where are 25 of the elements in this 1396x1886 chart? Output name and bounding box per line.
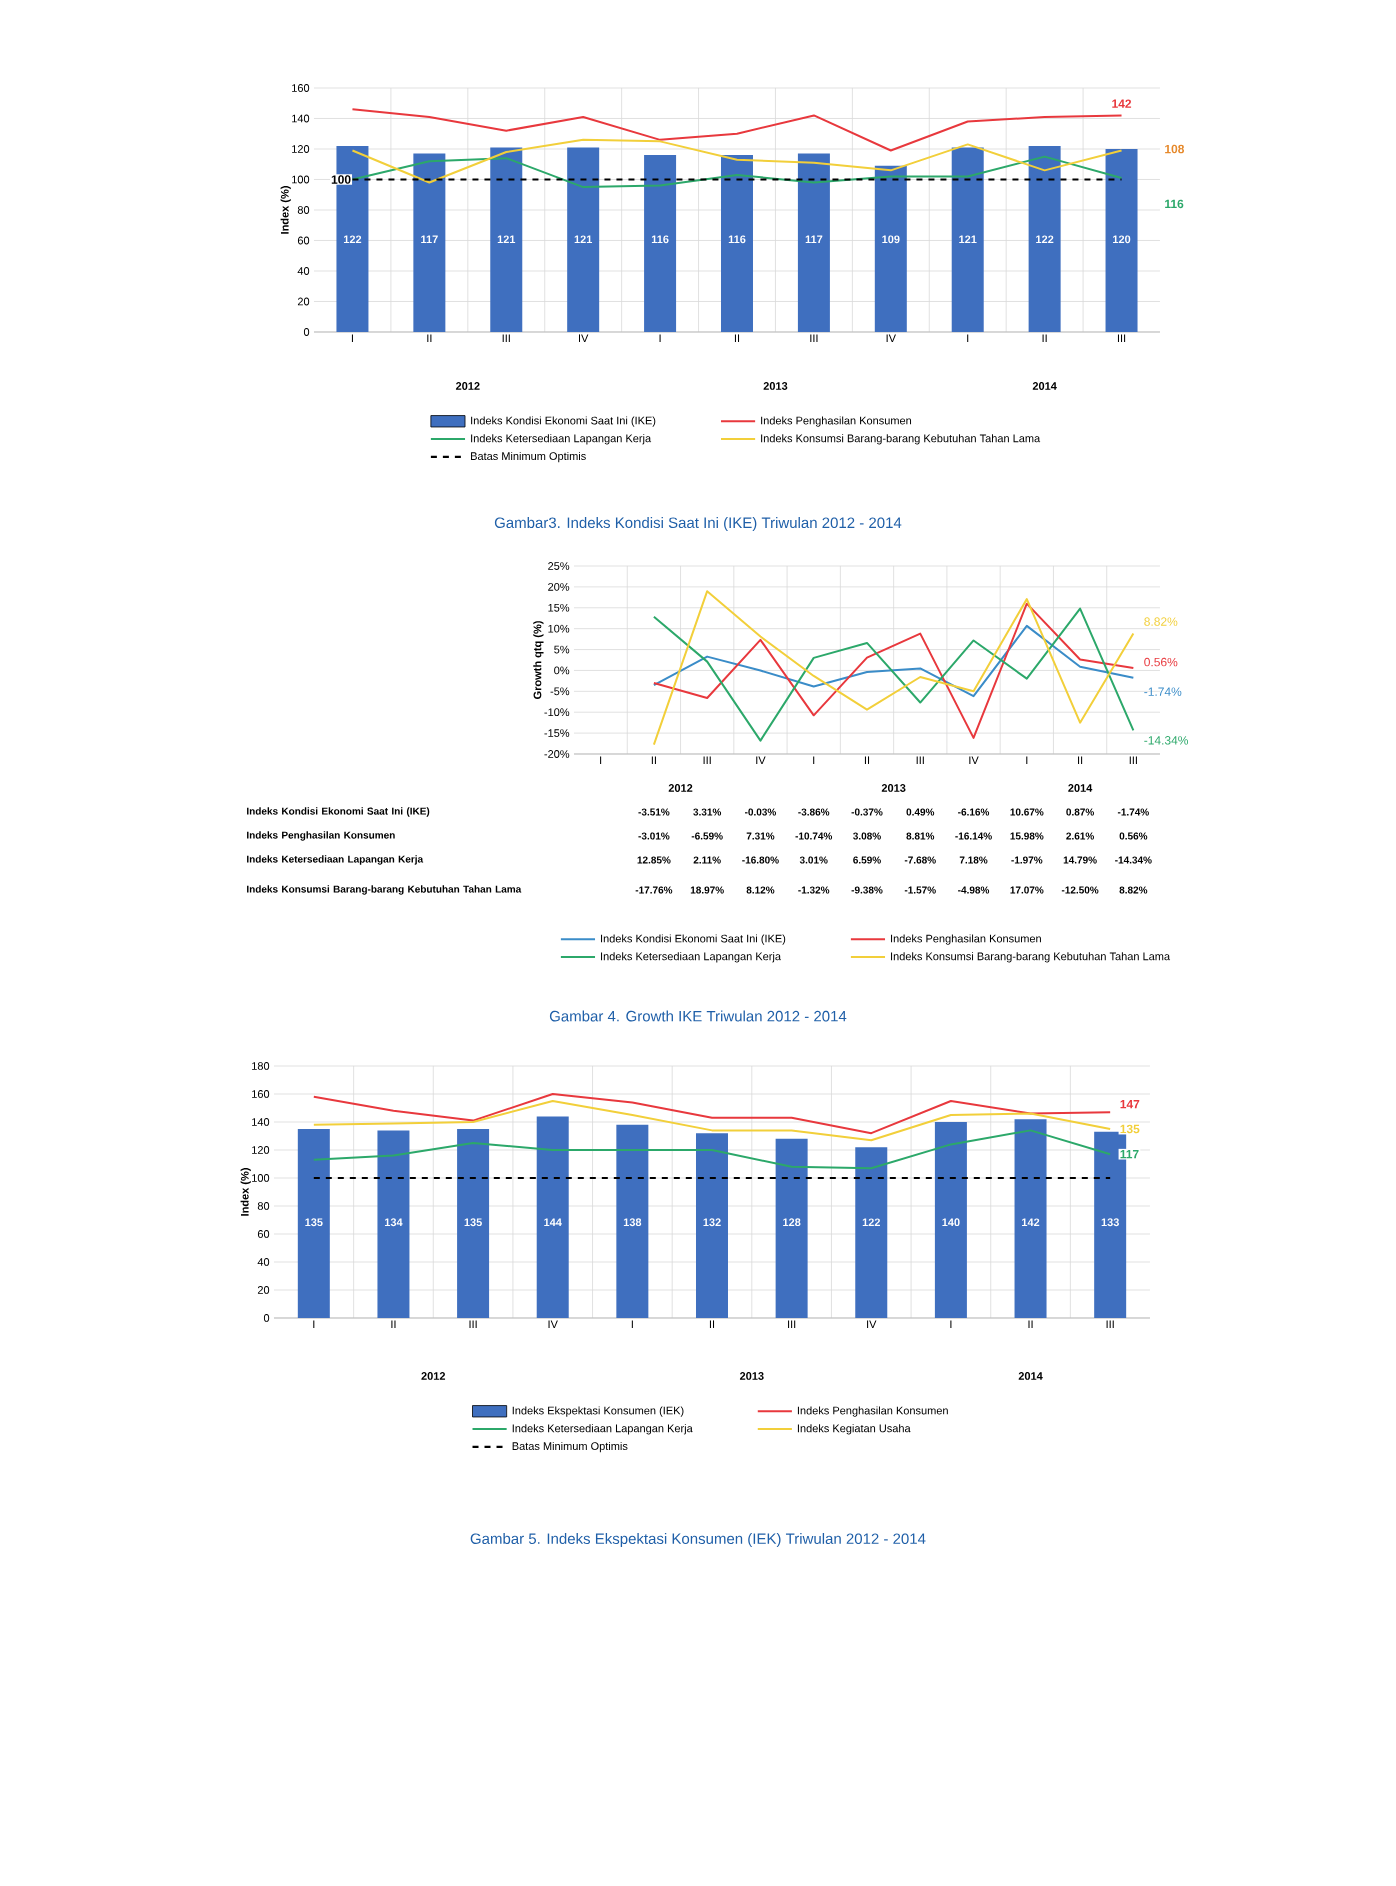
bar xyxy=(457,1128,490,1318)
bar xyxy=(797,153,830,332)
bar xyxy=(1014,1119,1047,1318)
bar xyxy=(644,155,677,332)
line-series xyxy=(312,1099,1112,1142)
bar xyxy=(951,147,984,332)
bar xyxy=(775,1138,808,1318)
bar xyxy=(695,1133,728,1318)
bar xyxy=(536,1116,569,1318)
bar xyxy=(490,147,523,332)
line-series xyxy=(312,1093,1112,1135)
bar xyxy=(855,1147,888,1318)
bar xyxy=(377,1130,410,1318)
bar xyxy=(874,165,907,332)
line-series xyxy=(351,138,1123,184)
bar xyxy=(1105,149,1138,332)
bar xyxy=(720,155,753,332)
bar xyxy=(616,1124,649,1318)
bar xyxy=(413,153,446,332)
bar xyxy=(567,147,600,332)
bar xyxy=(1028,145,1061,332)
bar xyxy=(297,1128,330,1318)
line-series xyxy=(351,108,1123,152)
line-series xyxy=(652,624,1135,698)
bar xyxy=(934,1121,967,1318)
